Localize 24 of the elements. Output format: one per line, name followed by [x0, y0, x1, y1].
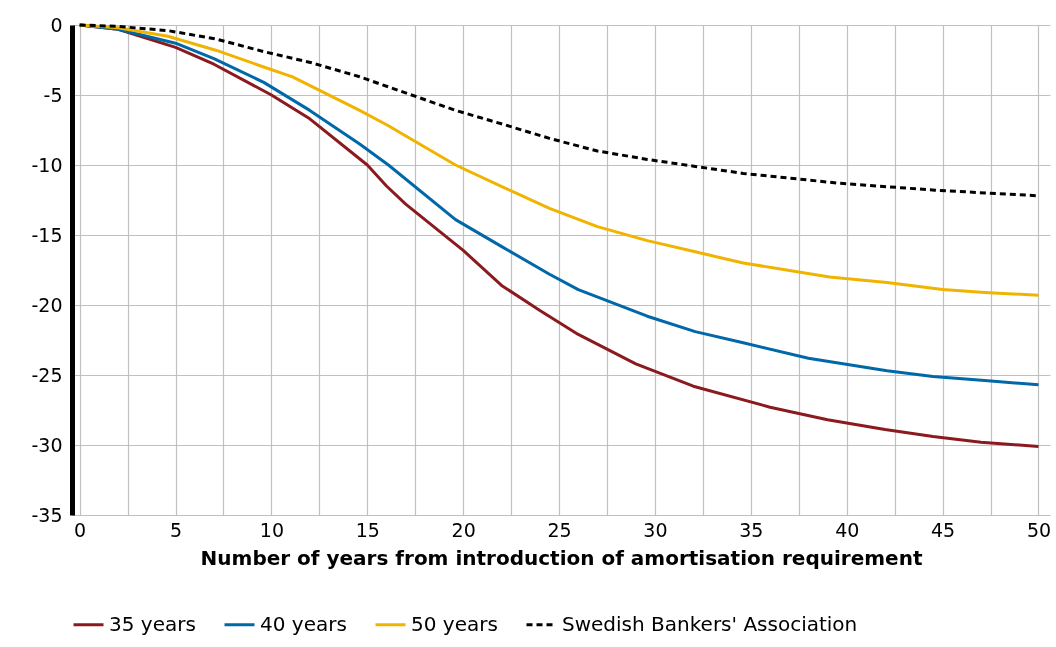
y-tick-label: -25 — [31, 363, 63, 386]
y-tick-label: -10 — [31, 153, 63, 176]
legend-label: 40 years — [260, 611, 347, 636]
y-tick-label: -20 — [31, 293, 63, 316]
x-tick-label: 15 — [355, 518, 380, 541]
x-tick-label: 40 — [835, 518, 860, 541]
x-tick-label: 25 — [547, 518, 572, 541]
x-tick-label: 10 — [259, 518, 285, 541]
legend-label: 50 years — [411, 611, 498, 636]
y-tick-label: 0 — [50, 13, 63, 36]
x-tick-label: 0 — [74, 518, 87, 541]
y-tick-label: -35 — [31, 503, 63, 526]
x-axis-title: Number of years from introduction of amortisation requirement — [200, 545, 923, 570]
x-tick-label: 30 — [643, 518, 668, 541]
y-tick-label: -5 — [43, 83, 63, 106]
x-tick-label: 20 — [451, 518, 476, 541]
x-tick-label: 35 — [739, 518, 764, 541]
legend-label: Swedish Bankers' Association — [562, 611, 858, 636]
x-tick-label: 5 — [170, 518, 183, 541]
x-tick-label: 45 — [931, 518, 956, 541]
y-tick-label: -30 — [31, 433, 63, 456]
y-tick-label: -15 — [31, 223, 63, 246]
x-tick-label: 50 — [1026, 518, 1052, 541]
legend-label: 35 years — [109, 611, 196, 636]
